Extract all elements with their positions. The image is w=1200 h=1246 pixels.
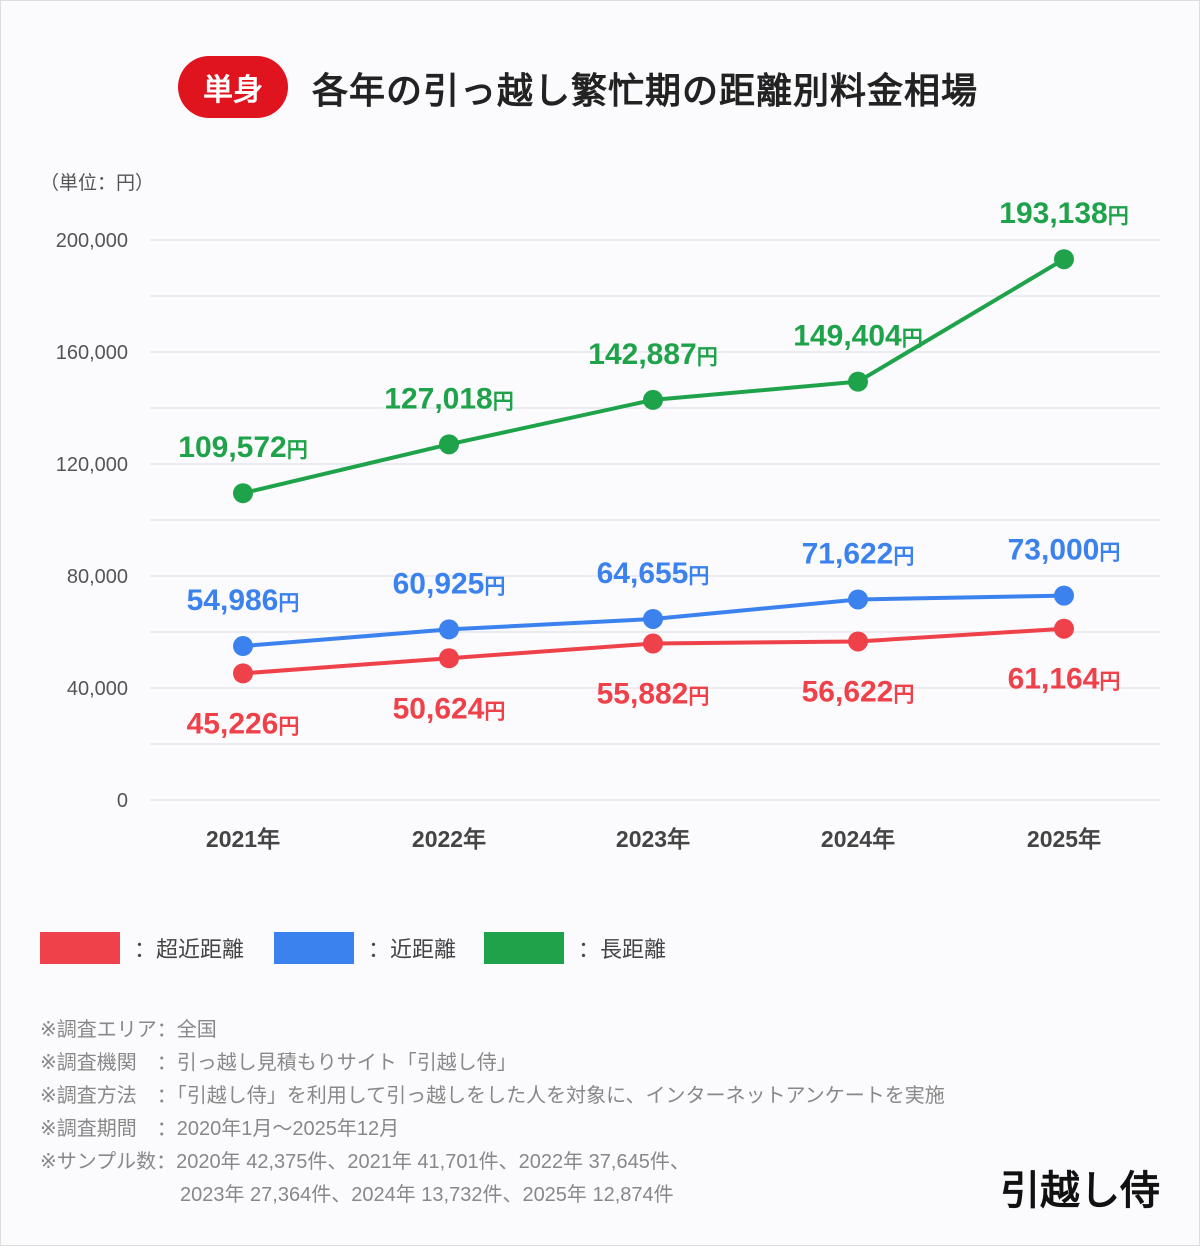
data-label-value: 55,882 xyxy=(597,678,689,711)
data-point xyxy=(848,589,868,610)
data-label-unit: 円 xyxy=(484,575,505,598)
data-label-value: 64,655 xyxy=(597,557,689,590)
data-label-unit: 円 xyxy=(893,683,914,706)
data-label: 61,164円 xyxy=(1008,663,1121,696)
x-tick-label: 2023年 xyxy=(616,826,690,852)
data-label-value: 56,622 xyxy=(802,675,894,708)
data-label-value: 73,000 xyxy=(1008,534,1100,567)
data-point xyxy=(439,619,459,640)
data-label-unit: 円 xyxy=(278,715,299,738)
data-point xyxy=(1054,618,1074,639)
data-label: 127,018円 xyxy=(384,382,513,415)
data-point xyxy=(233,483,253,504)
data-label: 73,000円 xyxy=(1008,534,1121,567)
y-tick-label: 0 xyxy=(117,790,128,812)
data-label: 64,655円 xyxy=(597,557,710,590)
data-label: 50,624円 xyxy=(393,692,506,725)
data-label: 149,404円 xyxy=(793,320,922,353)
x-tick-label: 2024年 xyxy=(821,826,895,852)
data-point xyxy=(1054,249,1074,270)
x-tick-label: 2022年 xyxy=(412,826,486,852)
data-label-value: 193,138 xyxy=(999,197,1107,230)
data-label-value: 54,986 xyxy=(187,584,279,617)
x-tick-label: 2021年 xyxy=(206,826,280,852)
data-label-unit: 円 xyxy=(1108,205,1129,228)
data-point xyxy=(439,434,459,455)
series-line-長距離 xyxy=(242,257,1066,496)
data-label: 142,887円 xyxy=(588,338,717,371)
brand-logo: 引越し侍 xyxy=(1000,1169,1160,1213)
data-label-unit: 円 xyxy=(893,545,914,568)
data-label: 193,138円 xyxy=(999,197,1128,230)
survey-notes: ※調査エリア：全国 ※調査機関 ：引っ越し見積もりサイト「引越し侍」 ※調査方法 ：… xyxy=(40,1014,945,1212)
data-label: 60,925円 xyxy=(393,567,506,600)
data-label: 56,622円 xyxy=(802,675,915,708)
data-label-unit: 円 xyxy=(1099,542,1120,565)
legend-swatch xyxy=(274,932,354,964)
data-label-value: 127,018 xyxy=(384,382,492,415)
legend-label: ：長距離 xyxy=(578,937,667,962)
data-point xyxy=(643,608,663,629)
y-tick-label: 80,000 xyxy=(67,566,128,588)
data-label-unit: 円 xyxy=(1099,671,1120,694)
data-label: 45,226円 xyxy=(187,707,300,740)
data-label-unit: 円 xyxy=(287,439,308,462)
data-label-value: 50,624 xyxy=(393,692,485,725)
data-point xyxy=(643,633,663,654)
legend-swatch xyxy=(484,932,564,964)
data-point xyxy=(643,389,663,410)
data-point xyxy=(233,663,253,684)
data-label-unit: 円 xyxy=(688,565,709,588)
data-label-value: 71,622 xyxy=(802,537,894,570)
legend-item: ：超近距離 xyxy=(40,932,244,964)
data-label-unit: 円 xyxy=(697,346,718,369)
data-label-unit: 円 xyxy=(688,686,709,709)
legend-label: ：近距離 xyxy=(368,937,457,962)
data-label-value: 142,887 xyxy=(588,338,696,371)
data-point xyxy=(1054,585,1074,606)
data-label: 71,622円 xyxy=(802,537,915,570)
note-line: ※調査エリア：全国 xyxy=(40,1019,217,1041)
x-tick-label: 2025年 xyxy=(1027,826,1101,852)
legend-item: ：近距離 xyxy=(274,932,456,964)
note-line: ※調査期間 ：2020年1月～2025年12月 xyxy=(40,1118,400,1140)
data-point xyxy=(233,636,253,657)
note-line: 2023年 27,364件、2024年 13,732件、2025年 12,874… xyxy=(40,1184,674,1206)
data-point xyxy=(848,371,868,392)
y-tick-label: 120,000 xyxy=(56,454,128,476)
data-point xyxy=(439,648,459,669)
y-tick-label: 200,000 xyxy=(56,230,128,252)
note-line: ※サンプル数：2020年 42,375件、2021年 41,701件、2022年… xyxy=(40,1151,690,1173)
data-point xyxy=(848,631,868,652)
data-label: 54,986円 xyxy=(187,584,300,617)
data-label-unit: 円 xyxy=(278,592,299,615)
chart-title: 各年の引っ越し繁忙期の距離別料金相場 xyxy=(312,70,979,111)
line-chart: 0 40,000 80,000 120,000 160,000 200,000 2021年 2… xyxy=(56,197,1160,852)
note-line: ※調査機関 ：引っ越し見積もりサイト「引越し侍」 xyxy=(40,1052,517,1074)
data-label-value: 149,404 xyxy=(793,320,902,353)
data-label: 55,882円 xyxy=(597,678,710,711)
data-label-unit: 円 xyxy=(484,700,505,723)
legend-label: ：超近距離 xyxy=(134,937,245,962)
data-label: 109,572円 xyxy=(178,431,307,464)
data-label-value: 109,572 xyxy=(178,431,286,464)
category-badge: 単身 xyxy=(178,56,288,118)
unit-label: （単位：円） xyxy=(40,173,155,194)
legend-swatch xyxy=(40,932,120,964)
y-tick-label: 160,000 xyxy=(56,342,128,364)
data-label-unit: 円 xyxy=(493,390,514,413)
data-label-value: 61,164 xyxy=(1008,663,1100,696)
legend-item: ：長距離 xyxy=(484,932,666,964)
data-label-value: 45,226 xyxy=(187,707,279,740)
note-line: ※調査方法 ：「引越し侍」を利用して引っ越しをした人を対象に、インターネットアン… xyxy=(40,1085,945,1107)
data-label-value: 60,925 xyxy=(393,567,485,600)
data-label-unit: 円 xyxy=(902,328,923,351)
y-tick-label: 40,000 xyxy=(67,678,128,700)
